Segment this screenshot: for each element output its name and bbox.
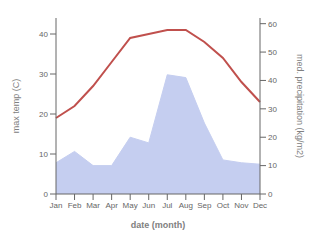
svg-text:Nov: Nov <box>234 201 248 210</box>
svg-text:May: May <box>123 201 138 210</box>
svg-text:60: 60 <box>268 20 277 29</box>
svg-text:20: 20 <box>268 133 277 142</box>
svg-text:Apr: Apr <box>105 201 118 210</box>
svg-text:30: 30 <box>39 70 48 79</box>
svg-text:Jun: Jun <box>142 201 155 210</box>
svg-text:40: 40 <box>39 30 48 39</box>
svg-text:Jul: Jul <box>162 201 172 210</box>
svg-text:Aug: Aug <box>179 201 193 210</box>
svg-text:50: 50 <box>268 48 277 57</box>
svg-text:0: 0 <box>268 190 273 199</box>
svg-text:Sep: Sep <box>197 201 212 210</box>
svg-text:Mar: Mar <box>86 201 100 210</box>
svg-text:0: 0 <box>44 190 49 199</box>
svg-text:med. precipitation (kg/m2): med. precipitation (kg/m2) <box>295 54 305 158</box>
svg-text:10: 10 <box>268 161 277 170</box>
svg-text:max temp (C): max temp (C) <box>11 79 21 134</box>
svg-text:20: 20 <box>39 110 48 119</box>
svg-text:date (month): date (month) <box>131 220 186 230</box>
svg-text:Jan: Jan <box>50 201 63 210</box>
svg-text:Dec: Dec <box>253 201 267 210</box>
svg-text:30: 30 <box>268 105 277 114</box>
svg-text:10: 10 <box>39 150 48 159</box>
svg-text:40: 40 <box>268 76 277 85</box>
svg-text:Oct: Oct <box>217 201 230 210</box>
svg-text:Feb: Feb <box>68 201 82 210</box>
